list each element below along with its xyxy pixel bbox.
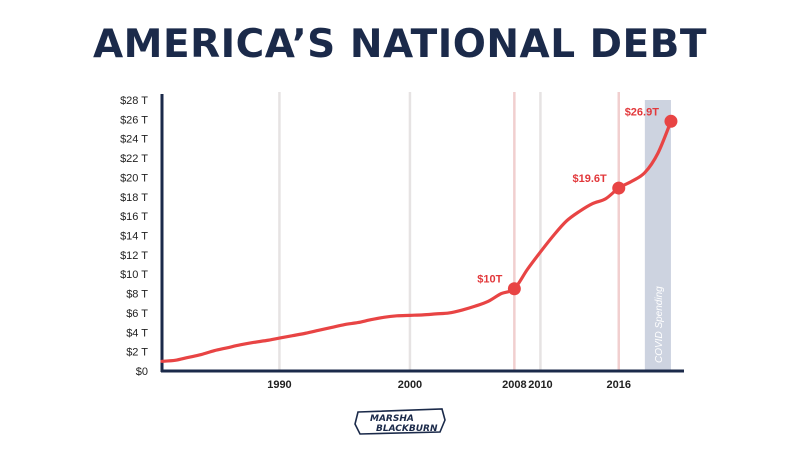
debt-marker-2016 bbox=[612, 181, 626, 195]
debt-marker-label-2008: $10T bbox=[477, 274, 502, 286]
y-tick-label: $12 T bbox=[120, 250, 148, 262]
debt-marker-label-2016: $19.6T bbox=[573, 173, 608, 185]
tennessee-state-icon: MARSHA BLACKBURN bbox=[354, 408, 446, 435]
y-tick-label: $18 T bbox=[120, 192, 148, 204]
y-tick-label: $28 T bbox=[120, 95, 148, 107]
covid-spending-band bbox=[644, 100, 671, 371]
y-tick-label: $22 T bbox=[120, 153, 148, 165]
x-tick-label-1990: 1990 bbox=[267, 379, 291, 391]
y-tick-label: $0 bbox=[136, 366, 148, 378]
debt-series-line bbox=[160, 119, 673, 363]
logo-line1: MARSHA bbox=[370, 414, 414, 424]
y-tick-label: $8 T bbox=[126, 289, 148, 301]
x-tick-label-2016: 2016 bbox=[607, 379, 631, 391]
debt-marker-label-2020: $26.9T bbox=[625, 106, 660, 118]
y-tick-label: $24 T bbox=[120, 134, 148, 146]
debt-marker-2020 bbox=[664, 114, 678, 128]
covid-spending-label: COVID Spending bbox=[654, 286, 665, 363]
logo-line2: BLACKBURN bbox=[376, 424, 438, 434]
marsha-blackburn-logo: MARSHA BLACKBURN bbox=[350, 406, 450, 440]
y-tick-label: $10 T bbox=[120, 269, 148, 281]
y-tick-label: $16 T bbox=[120, 211, 148, 223]
debt-marker-2008 bbox=[507, 282, 521, 296]
y-tick-label: $26 T bbox=[120, 114, 148, 126]
x-tick-label-2010: 2010 bbox=[528, 379, 552, 391]
y-tick-label: $2 T bbox=[126, 347, 148, 359]
y-tick-label: $6 T bbox=[126, 308, 148, 320]
x-tick-label-2008: 2008 bbox=[502, 379, 526, 391]
x-tick-label-2000: 2000 bbox=[398, 379, 422, 391]
y-tick-label: $20 T bbox=[120, 172, 148, 184]
y-tick-label: $4 T bbox=[126, 327, 148, 339]
page-title: AMERICA’S NATIONAL DEBT bbox=[92, 22, 708, 67]
y-tick-label: $14 T bbox=[120, 231, 148, 243]
